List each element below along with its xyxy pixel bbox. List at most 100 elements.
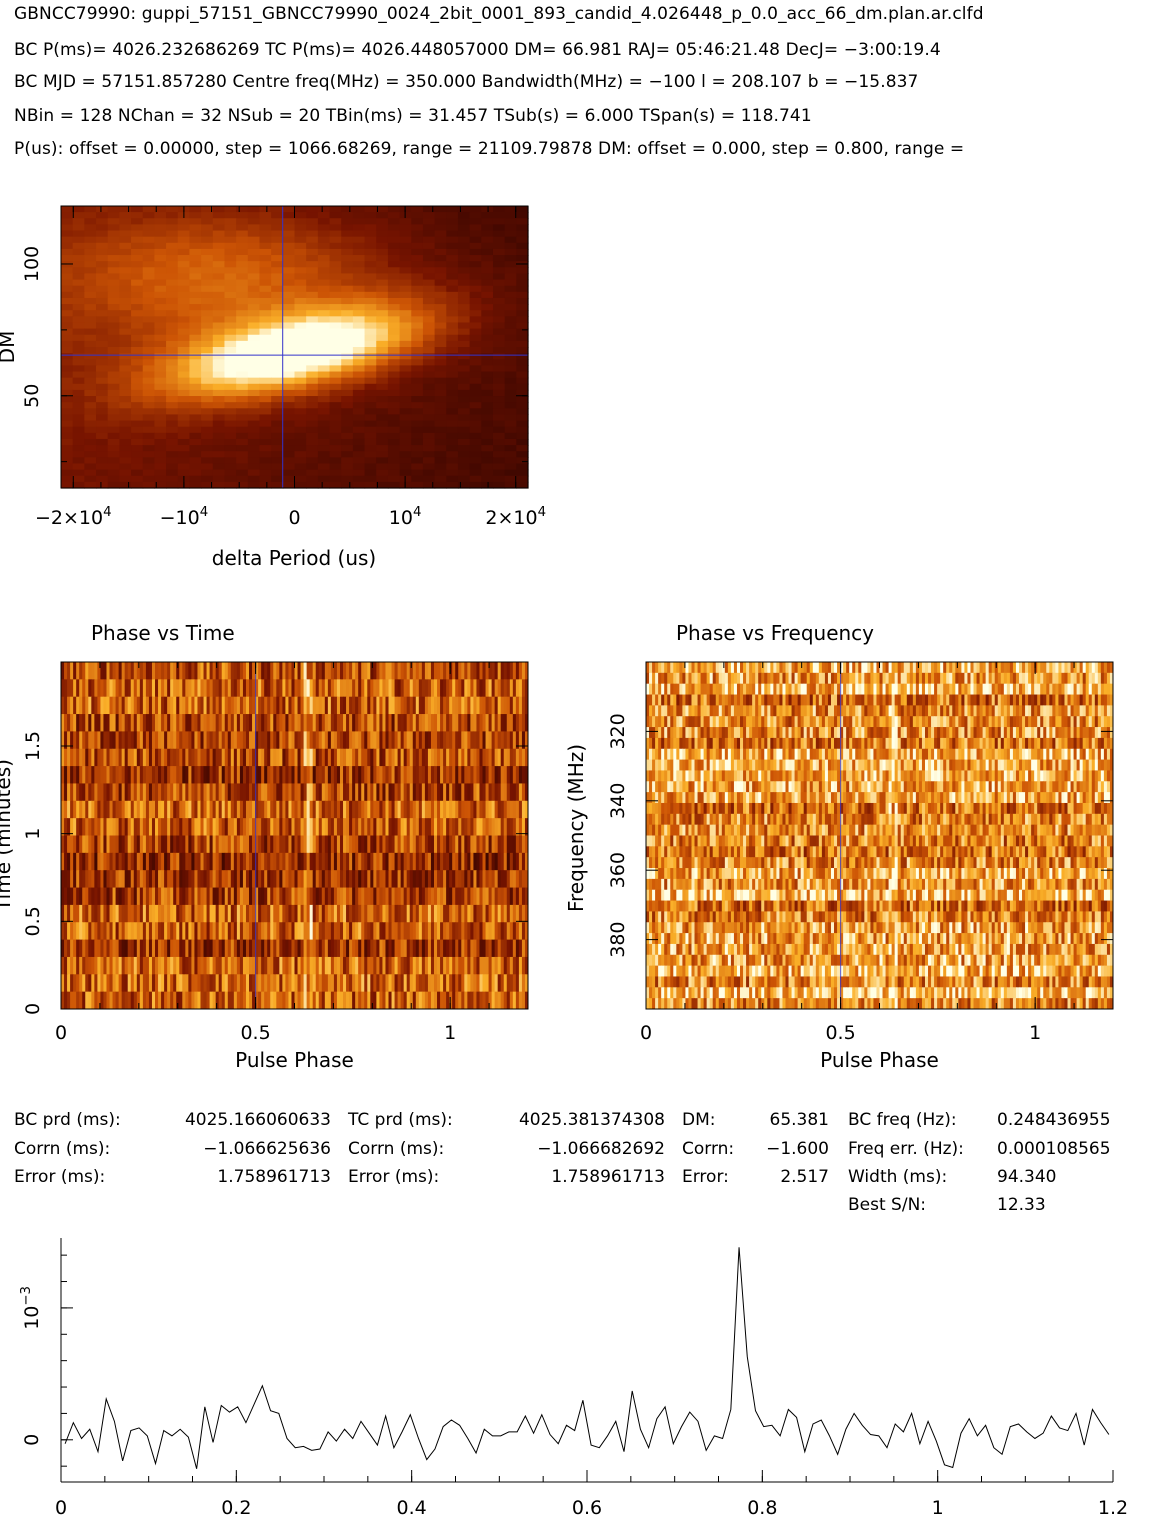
phase-time-cell — [67, 714, 71, 732]
phase-time-cell — [379, 679, 383, 698]
dm-period-cell — [341, 414, 354, 422]
dm-period-cell — [317, 328, 331, 336]
dm-period-cell — [352, 414, 366, 422]
dm-period-cell — [457, 322, 471, 330]
dm-period-cell — [131, 236, 144, 244]
dm-period-cell — [457, 469, 471, 477]
phase-time-cell — [421, 818, 426, 836]
phase-time-cell — [148, 748, 153, 767]
phase-time-cell — [182, 956, 186, 975]
phase-time-cell — [327, 714, 332, 732]
phase-time-cell — [394, 783, 399, 802]
phase-time-cell — [406, 835, 411, 854]
phase-time-cell — [406, 766, 411, 784]
phase-time-cell — [158, 783, 162, 802]
phase-time-cell — [139, 696, 144, 715]
phase-time-cell — [76, 887, 80, 906]
phase-time-cell — [139, 991, 144, 1010]
dm-period-cell — [212, 261, 226, 268]
phase-time-cell — [355, 731, 359, 750]
dm-period-cell — [399, 310, 412, 317]
phase-time-cell — [400, 679, 405, 698]
phase-time-cell — [467, 887, 471, 906]
phase-time-cell — [197, 731, 201, 750]
dm-period-cell — [457, 255, 471, 262]
phase-time-cell — [346, 939, 350, 958]
phase-time-cell — [82, 679, 86, 698]
phase-time-cell — [97, 714, 101, 732]
dm-period-cell — [224, 310, 237, 317]
phase-time-cell — [403, 904, 408, 923]
phase-time-cell — [167, 939, 171, 958]
phase-time-cell — [449, 904, 453, 923]
phase-time-cell — [373, 731, 377, 750]
phase-time-cell — [464, 956, 468, 975]
phase-time-cell — [497, 731, 502, 750]
phase-time-cell — [176, 870, 180, 889]
dm-period-cell — [364, 365, 377, 373]
phase-time-cell — [161, 870, 165, 889]
dm-period-cell — [481, 218, 494, 225]
phase-time-cell — [236, 818, 241, 836]
phase-time-cell — [352, 852, 356, 871]
dm-period-cell — [107, 322, 120, 330]
phase-time-cell — [70, 991, 74, 1010]
dm-period-cell — [329, 334, 342, 342]
phase-time-cell — [212, 956, 217, 975]
phase-time-cell — [333, 783, 338, 802]
phase-time-cell — [182, 662, 186, 680]
phase-time-cell — [61, 714, 65, 732]
dm-period-cell — [504, 359, 517, 366]
dm-period-cell — [294, 383, 307, 391]
dm-period-cell — [481, 445, 494, 452]
phase-time-cell — [333, 887, 338, 906]
phase-time-cell — [215, 783, 220, 802]
dm-period-cell — [131, 353, 144, 360]
phase-time-cell — [212, 887, 217, 906]
dm-period-cell — [142, 389, 156, 397]
dm-period-cell — [259, 432, 272, 440]
phase-time-cell — [145, 887, 150, 906]
dm-period-cell — [457, 389, 471, 397]
dm-period-cell — [259, 273, 272, 281]
dm-period-cell — [352, 255, 366, 262]
phase-time-cell — [449, 939, 453, 958]
dm-period-cell — [84, 347, 97, 354]
phase-time-cell — [252, 818, 256, 836]
dm-period-cell — [236, 267, 249, 275]
phase-time-cell — [297, 922, 302, 941]
dm-period-cell — [201, 383, 214, 391]
dm-period-cell — [72, 279, 85, 287]
phase-time-cell — [121, 818, 126, 836]
phase-time-cell — [139, 870, 144, 889]
dm-period-cell — [504, 328, 517, 336]
phase-time-cell — [276, 679, 280, 698]
phase-time-cell — [73, 679, 77, 698]
dm-period-cell — [516, 402, 529, 409]
phase-time-cell — [124, 956, 129, 975]
dm-period-cell — [481, 206, 494, 213]
phase-time-cell — [358, 835, 362, 854]
phase-time-cell — [173, 679, 177, 698]
phase-time-cell — [352, 887, 356, 906]
phase-time-cell — [394, 904, 399, 923]
dm-period-cell — [119, 279, 132, 287]
phase-time-cell — [336, 783, 341, 802]
phase-time-cell — [115, 696, 120, 715]
dm-period-cell — [376, 285, 389, 293]
dm-period-cell — [294, 212, 307, 219]
dm-period-cell — [177, 328, 191, 336]
phase-time-cell — [303, 870, 308, 889]
phase-time-cell — [267, 852, 271, 871]
dm-period-cell — [177, 463, 191, 471]
dm-period-cell — [166, 371, 179, 379]
dm-period-cell — [96, 481, 109, 489]
dm-period-cell — [224, 304, 237, 311]
phase-time-cell — [218, 783, 223, 802]
phase-time-cell — [509, 679, 514, 698]
phase-time-cell — [285, 766, 289, 784]
dm-period-cell — [399, 389, 412, 397]
phase-time-cell — [73, 904, 77, 923]
phase-time-cell — [473, 922, 477, 941]
phase-time-cell — [321, 818, 326, 836]
